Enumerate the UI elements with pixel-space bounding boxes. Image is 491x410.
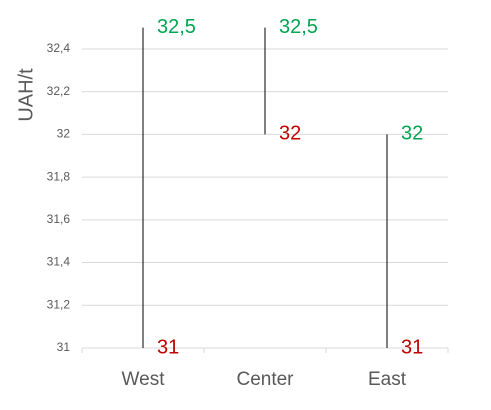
y-tick-label: 32,2 [47, 84, 71, 98]
y-tick-label: 31,2 [47, 297, 71, 311]
data-label: 32,5 [157, 16, 196, 38]
data-label: 32 [401, 123, 423, 145]
data-label: 31 [401, 336, 423, 358]
y-tick-label: 32,4 [47, 41, 71, 55]
data-label: 32,5 [279, 16, 318, 38]
y-axis-label: UAH/t [15, 68, 37, 122]
y-tick-label: 32 [57, 127, 71, 141]
x-tick-label: East [368, 369, 407, 390]
data-label: 31 [157, 336, 179, 358]
y-tick-label: 31,6 [47, 212, 71, 226]
x-tick-label: Center [236, 369, 294, 390]
y-tick-label: 31,4 [47, 255, 71, 269]
x-tick-label: West [122, 369, 166, 390]
data-label: 32 [279, 123, 301, 145]
y-tick-label: 31,8 [47, 169, 71, 183]
y-tick-label: 31 [57, 340, 71, 354]
